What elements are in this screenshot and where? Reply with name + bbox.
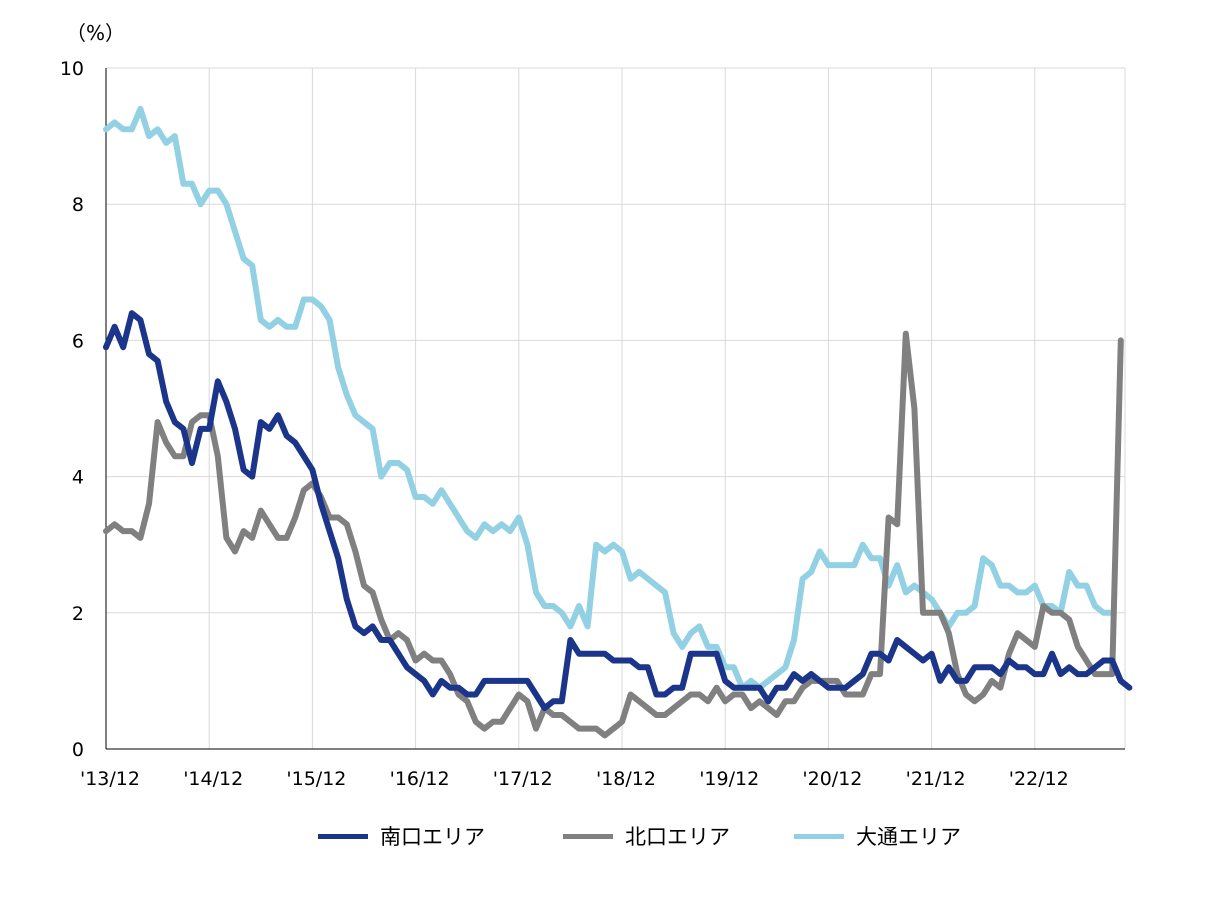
x-tick-label: '13/12: [80, 768, 140, 790]
series-layer: [103, 105, 1133, 739]
legend-swatch-north: [563, 833, 613, 839]
legend-label-odori: 大通エリア: [856, 825, 961, 849]
y-tick-label: 8: [72, 194, 84, 216]
x-tick-label: '14/12: [183, 768, 243, 790]
legend-swatch-odori: [794, 833, 844, 839]
x-tick-label: '18/12: [596, 768, 656, 790]
y-tick-label: 6: [72, 330, 84, 352]
legend-item-odori: 大通エリア: [794, 816, 961, 856]
x-tick-label: '19/12: [699, 768, 759, 790]
series-line-1: [103, 330, 1124, 739]
x-tick-label: '15/12: [286, 768, 346, 790]
legend: 南口エリア 北口エリア 大通エリア: [0, 816, 1223, 856]
legend-swatch-south: [318, 833, 368, 839]
legend-item-north: 北口エリア: [563, 816, 730, 856]
x-tick-label: '21/12: [906, 768, 966, 790]
y-tick-label: 2: [72, 603, 84, 625]
y-tick-label: 4: [72, 467, 84, 489]
grid-lines: [106, 67, 1126, 749]
x-tick-label: '20/12: [802, 768, 862, 790]
legend-label-south: 南口エリア: [380, 825, 485, 849]
axis-labels: 0 2 4 6 8 10 '13/12 '14/12 '15/12 '16/12 '17/12 '18…: [60, 58, 1069, 790]
series-line-2: [103, 105, 1116, 691]
legend-label-north: 北口エリア: [625, 825, 730, 849]
y-tick-label: 0: [72, 739, 84, 761]
x-tick-label: '17/12: [493, 768, 553, 790]
x-tick-label: '22/12: [1009, 768, 1069, 790]
y-tick-label: 10: [60, 58, 84, 80]
axes: [105, 68, 1125, 750]
legend-item-south: 南口エリア: [318, 816, 485, 856]
y-axis-unit-label: （%）: [66, 21, 125, 45]
series-line-0: [103, 310, 1133, 712]
x-tick-label: '16/12: [390, 768, 450, 790]
